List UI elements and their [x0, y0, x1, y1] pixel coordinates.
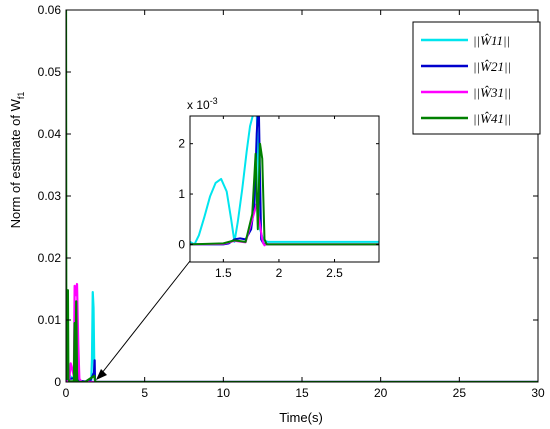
- main-y-tick-label: 0.06: [38, 3, 62, 17]
- x-axis-label: Time(s): [279, 410, 323, 425]
- inset-y-tick-label: 2: [178, 137, 185, 151]
- legend-label-2: ||Ŵ21||: [473, 59, 511, 74]
- inset-exponent-base: x 10: [187, 98, 210, 112]
- inset-axes-frame: [189, 115, 380, 263]
- y-axis-label: Norm of estimate of Wf1: [8, 92, 26, 229]
- main-x-tick-label: 20: [374, 386, 388, 400]
- main-x-tick-label: 0: [63, 386, 70, 400]
- inset-exponent-power: -3: [210, 96, 218, 106]
- main-y-tick-label: 0.02: [38, 251, 62, 265]
- inset-series-group: [190, 116, 379, 247]
- main-x-tick-label: 10: [217, 386, 231, 400]
- main-x-tick-label: 5: [141, 386, 148, 400]
- inset-x-tick-label: 2.5: [326, 266, 343, 280]
- main-y-tick-label: 0.01: [38, 313, 62, 327]
- main-y-tick-label: 0.03: [38, 189, 62, 203]
- inset-x-tick-label: 1.5: [215, 266, 232, 280]
- y-axis-label-text: Norm of estimate of W: [8, 98, 23, 228]
- inset-plot-area: [190, 116, 379, 262]
- legend-label-4: ||Ŵ41||: [473, 111, 511, 126]
- main-series-line-4: [66, 10, 538, 382]
- inset-y-tick-label: 1: [178, 187, 185, 201]
- zoom-arrow: [96, 260, 191, 380]
- legend-label-1: ||Ŵ11||: [473, 33, 510, 48]
- main-y-tick-label: 0: [54, 375, 61, 389]
- legend-label-3: ||Ŵ31||: [473, 85, 511, 100]
- y-axis-label-subscript: f1: [16, 92, 26, 100]
- main-series-line-3: [66, 282, 538, 382]
- inset-plot: 1.5 2 2.5 0 1 2: [178, 115, 380, 280]
- legend: ||Ŵ11|| ||Ŵ21|| ||Ŵ31|| ||Ŵ41||: [412, 21, 541, 135]
- main-y-tick-label: 0.04: [38, 127, 62, 141]
- inset-series-line-1: [190, 116, 379, 246]
- inset-series-line-4: [190, 142, 379, 246]
- zoom-arrow-line: [97, 260, 191, 379]
- zoom-arrowhead: [96, 369, 107, 380]
- main-x-tick-label: 25: [453, 386, 467, 400]
- main-x-tick-label: 15: [295, 386, 309, 400]
- inset-exponent-label: x 10-3: [187, 96, 218, 112]
- inset-x-tick-label: 2: [276, 266, 283, 280]
- main-y-tick-label: 0.05: [38, 65, 62, 79]
- inset-y-tick-label: 0: [178, 237, 185, 251]
- main-x-tick-label: 30: [531, 386, 545, 400]
